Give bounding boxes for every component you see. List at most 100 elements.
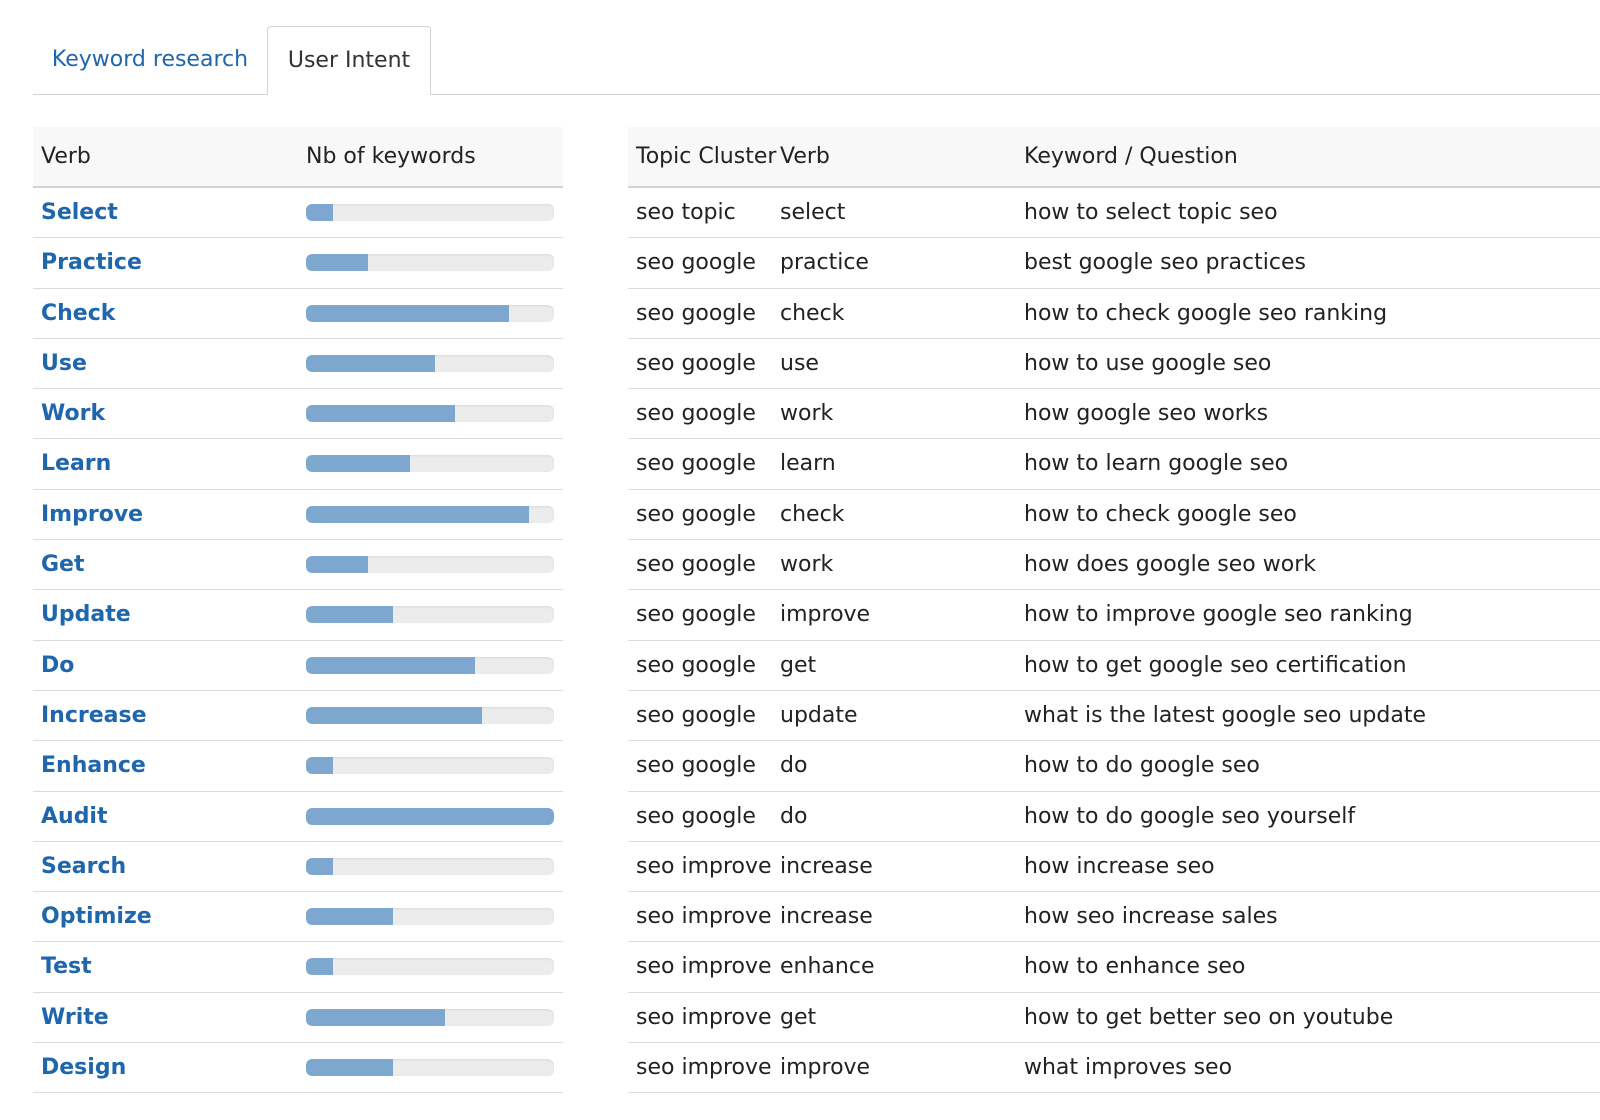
verb-link[interactable]: Write [41, 1004, 109, 1030]
keyword-count-bar-fill [306, 908, 393, 926]
keyword-question-cell: how to get better seo on youtube [1024, 1004, 1394, 1030]
keyword-count-bar [306, 706, 554, 724]
keyword-count-bar [306, 1008, 554, 1026]
keyword-count-bar [306, 354, 554, 372]
table-row: seo improve improve what improves seo [628, 1043, 1600, 1094]
keyword-count-bar-fill [306, 1059, 393, 1077]
table-row: Do [33, 641, 563, 691]
verb-link[interactable]: Update [41, 602, 131, 628]
topic-cluster-cell: seo improve [636, 954, 772, 980]
verb-link[interactable]: Improve [41, 501, 144, 527]
table-row: seo improve enhance how to enhance seo [628, 942, 1600, 993]
topic-cluster-cell: seo improve [636, 1004, 772, 1030]
table-row: Select [33, 188, 563, 239]
verb-link[interactable]: Check [41, 300, 116, 326]
keyword-count-bar-fill [306, 354, 435, 372]
keyword-count-bar-fill [306, 706, 483, 724]
keyword-count-bar-fill [306, 304, 510, 322]
header-topic-cluster: Topic Cluster [636, 144, 777, 169]
tab-keyword-research[interactable]: Keyword research [51, 47, 249, 72]
table-row: Test [33, 942, 563, 993]
keyword-count-bar-fill [306, 505, 530, 523]
keyword-question-cell: how to do google seo yourself [1024, 803, 1356, 829]
keyword-count-bar [306, 857, 554, 875]
table-row: seo improve increase how increase seo [628, 842, 1600, 893]
topic-cluster-cell: seo improve [636, 1055, 772, 1081]
verb-link[interactable]: Test [41, 954, 92, 980]
verb-link[interactable]: Do [41, 652, 75, 678]
verb-cell: use [780, 350, 819, 376]
table-row: seo topic select how to select topic seo [628, 188, 1600, 239]
verb-link[interactable]: Use [41, 350, 87, 376]
topic-cluster-cell: seo google [636, 753, 756, 779]
verb-cell: do [780, 753, 808, 779]
verb-cell: get [780, 652, 817, 678]
verb-link[interactable]: Work [41, 401, 106, 427]
keyword-question-cell: how to improve google seo ranking [1024, 602, 1413, 628]
table-row: seo google practice best google seo practi… [628, 238, 1600, 289]
verb-link[interactable]: Optimize [41, 904, 152, 930]
table-row: Work [33, 389, 563, 440]
keyword-question-cell: how google seo works [1024, 401, 1269, 427]
table-row: Check [33, 289, 563, 339]
topic-cluster-cell: seo google [636, 652, 756, 678]
header-verb: Verb [780, 144, 830, 169]
keyword-question-cell: how to select topic seo [1024, 200, 1278, 225]
table-row: seo google update what is the latest googl… [628, 691, 1600, 742]
topic-cluster-cell: seo google [636, 552, 756, 578]
table-row: seo google work how google seo works [628, 389, 1600, 440]
verb-link[interactable]: Enhance [41, 753, 146, 779]
table-row: Write [33, 993, 563, 1044]
keyword-question-cell: how to check google seo [1024, 501, 1297, 527]
keyword-question-cell: how to use google seo [1024, 350, 1272, 376]
table-row: Update [33, 590, 563, 641]
keyword-count-bar [306, 606, 554, 624]
keyword-question-cell: best google seo practices [1024, 250, 1306, 276]
tab-user-intent[interactable]: User Intent [267, 26, 431, 95]
keyword-question-cell: how to check google seo ranking [1024, 300, 1388, 326]
table-row: seo improve increase how seo increase sale… [628, 892, 1600, 943]
verb-link[interactable]: Increase [41, 702, 147, 728]
keyword-count-bar-fill [306, 656, 475, 674]
keyword-count-bar [306, 656, 554, 674]
verb-cell: increase [780, 853, 873, 879]
keyword-count-bar [306, 958, 554, 976]
keyword-question-cell: how does google seo work [1024, 552, 1316, 578]
keyword-question-cell: how to get google seo certification [1024, 652, 1407, 678]
topic-cluster-cell: seo google [636, 501, 756, 527]
keyword-count-bar [306, 204, 554, 221]
topic-cluster-cell: seo google [636, 451, 756, 477]
keyword-count-bar [306, 757, 554, 775]
keyword-count-bar-fill [306, 807, 554, 825]
verb-link[interactable]: Learn [41, 451, 112, 477]
verb-link[interactable]: Audit [41, 803, 108, 829]
verb-link[interactable]: Select [41, 200, 118, 225]
verb-cell: work [780, 401, 834, 427]
verb-link[interactable]: Search [41, 853, 127, 879]
table-row: Search [33, 842, 563, 893]
keyword-count-bar [306, 908, 554, 926]
keywords-table: Topic Cluster Verb Keyword / Question se… [628, 127, 1600, 1094]
verb-link[interactable]: Design [41, 1055, 127, 1081]
table-row: Practice [33, 238, 563, 289]
verb-cell: update [780, 702, 858, 728]
header-keyword-question: Keyword / Question [1024, 144, 1238, 169]
keyword-count-bar-fill [306, 254, 368, 272]
table-row: seo google do how to do google seo yoursel… [628, 792, 1600, 842]
verb-cell: practice [780, 250, 869, 276]
verb-cell: increase [780, 904, 873, 930]
keyword-question-cell: how to enhance seo [1024, 954, 1246, 980]
topic-cluster-cell: seo google [636, 702, 756, 728]
keyword-count-bar-fill [306, 204, 334, 221]
topic-cluster-cell: seo improve [636, 853, 772, 879]
tab-bar: Keyword research User Intent [33, 26, 1600, 95]
header-verb: Verb [41, 144, 91, 169]
verb-link[interactable]: Practice [41, 250, 142, 276]
keyword-question-cell: how to do google seo [1024, 753, 1260, 779]
keyword-count-bar-fill [306, 958, 334, 976]
verb-cell: check [780, 300, 845, 326]
table-row: Enhance [33, 741, 563, 792]
verb-link[interactable]: Get [41, 552, 85, 578]
topic-cluster-cell: seo google [636, 350, 756, 376]
verb-cell: learn [780, 451, 836, 477]
